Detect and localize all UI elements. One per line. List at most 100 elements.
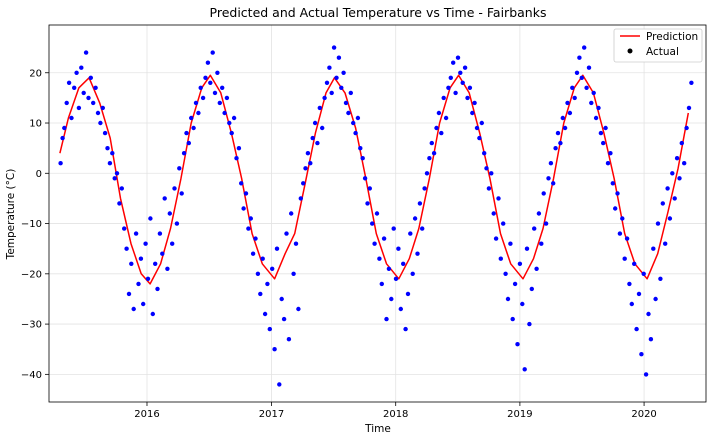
actual-point: [310, 135, 315, 141]
x-tick-label: 2019: [507, 409, 532, 420]
actual-point: [320, 125, 325, 131]
actual-point: [227, 120, 232, 126]
actual-point: [358, 146, 363, 151]
actual-point: [189, 115, 194, 121]
actual-point: [60, 135, 65, 141]
actual-point: [334, 75, 339, 81]
actual-point: [386, 266, 392, 271]
actual-point: [613, 206, 618, 211]
actual-point: [653, 296, 658, 302]
actual-point: [129, 261, 134, 266]
actual-point: [339, 85, 344, 91]
actual-point: [396, 246, 401, 251]
actual-point: [534, 266, 539, 271]
legend-box: [613, 28, 703, 63]
actual-point: [431, 151, 437, 156]
actual-point: [489, 171, 494, 176]
actual-point: [674, 156, 680, 161]
actual-point: [279, 296, 284, 302]
legend-prediction-label: Prediction: [646, 31, 698, 43]
actual-point: [167, 211, 172, 216]
actual-point: [274, 246, 280, 251]
plot-frame: [48, 24, 707, 403]
actual-point: [512, 281, 518, 287]
actual-point: [617, 231, 623, 236]
actual-point: [370, 221, 375, 226]
actual-point: [255, 271, 261, 276]
actual-point: [586, 65, 592, 70]
actual-point: [643, 372, 649, 377]
actual-point: [64, 100, 69, 106]
actual-point: [627, 281, 632, 287]
actual-point: [243, 191, 249, 196]
actual-point: [83, 50, 89, 55]
actual-point: [324, 80, 330, 86]
actual-point: [498, 256, 503, 261]
actual-point: [596, 105, 601, 111]
actual-point: [491, 211, 496, 216]
actual-point: [517, 261, 523, 266]
actual-point: [126, 291, 132, 297]
y-tick-label: −30: [21, 320, 42, 331]
actual-point: [91, 100, 96, 106]
actual-point: [131, 306, 136, 312]
actual-point: [572, 95, 577, 101]
actual-point: [570, 85, 575, 91]
actual-point: [377, 256, 382, 261]
actual-point: [565, 100, 570, 106]
y-tick-label: −10: [21, 219, 42, 230]
actual-point: [405, 291, 411, 297]
actual-point: [157, 231, 163, 236]
actual-point: [496, 196, 501, 201]
actual-point: [119, 186, 125, 191]
actual-point: [529, 286, 534, 292]
x-tick-label: 2016: [134, 409, 159, 420]
actual-point: [277, 382, 282, 387]
actual-point: [467, 85, 473, 91]
actual-point: [229, 130, 234, 136]
actual-point: [555, 130, 561, 136]
actual-point: [203, 75, 208, 81]
actual-point: [679, 140, 684, 146]
actual-point: [215, 70, 220, 76]
actual-point: [122, 226, 127, 231]
actual-point: [170, 241, 175, 246]
actual-point: [655, 221, 661, 226]
actual-point: [79, 65, 84, 70]
actual-point: [184, 130, 189, 136]
actual-point: [296, 306, 301, 312]
actual-point: [234, 156, 239, 161]
actual-point: [417, 201, 423, 206]
actual-point: [110, 151, 115, 156]
actual-point: [458, 70, 463, 76]
actual-point: [634, 326, 639, 332]
actual-point: [465, 95, 470, 101]
actual-point: [155, 286, 160, 292]
actual-point: [584, 85, 589, 91]
actual-point: [558, 140, 563, 146]
actual-point: [620, 216, 625, 221]
actual-point: [312, 120, 318, 126]
actual-point: [217, 100, 222, 106]
actual-point: [403, 326, 408, 332]
actual-point: [436, 110, 442, 116]
actual-point: [105, 146, 110, 151]
actual-point: [593, 115, 599, 121]
actual-point: [651, 246, 656, 251]
actual-point: [260, 256, 265, 261]
actual-point: [677, 176, 682, 181]
actual-point: [477, 135, 482, 141]
actual-point: [298, 196, 303, 201]
actual-point: [598, 130, 604, 136]
actual-point: [258, 291, 263, 297]
actual-point: [663, 241, 668, 246]
actual-point: [62, 125, 67, 131]
actual-point: [181, 151, 187, 156]
actual-point: [362, 176, 368, 181]
actual-point: [58, 161, 63, 166]
actual-point: [453, 90, 458, 96]
actual-point: [98, 120, 103, 126]
actual-point: [629, 301, 634, 307]
x-tick-label: 2020: [631, 409, 656, 420]
actual-point: [503, 271, 508, 276]
